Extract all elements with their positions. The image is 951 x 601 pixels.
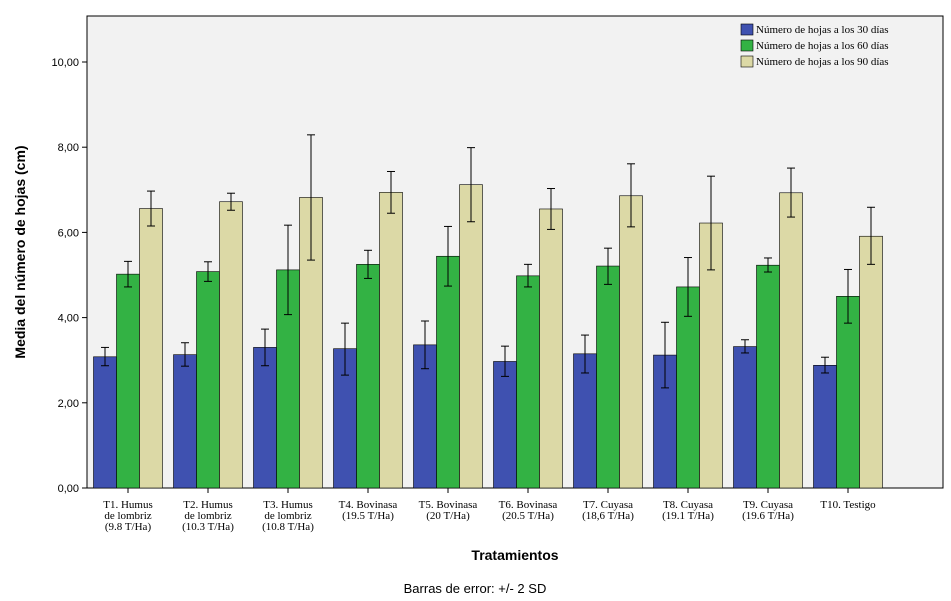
legend-label: Número de hojas a los 90 días xyxy=(756,56,889,68)
x-tick-label: T10. Testigo xyxy=(820,499,876,511)
bar xyxy=(539,208,563,489)
x-axis-title: Tratamientos xyxy=(471,547,558,563)
bar xyxy=(196,271,220,489)
x-tick-label: T4. Bovinasa xyxy=(339,499,398,511)
x-tick-label: de lombriz xyxy=(184,510,231,522)
x-tick-label: de lombriz xyxy=(264,510,311,522)
x-tick-label: (10.8 T/Ha) xyxy=(262,521,314,533)
legend-label: Número de hojas a los 60 días xyxy=(756,40,889,52)
legend-swatch xyxy=(740,23,754,36)
x-tick-label: (19.5 T/Ha) xyxy=(342,510,394,522)
bar xyxy=(93,356,117,489)
bar xyxy=(459,184,483,489)
x-tick-label: T7. Cuyasa xyxy=(583,499,633,511)
bar xyxy=(676,286,700,489)
legend-swatch xyxy=(740,55,754,68)
x-tick-label: (20.5 T/Ha) xyxy=(502,510,554,522)
bar xyxy=(573,353,597,489)
x-tick-label: (18,6 T/Ha) xyxy=(582,510,634,522)
y-tick-label: 0,00 xyxy=(58,483,79,495)
bar xyxy=(139,208,163,489)
bar xyxy=(436,255,460,489)
bar xyxy=(379,192,403,489)
bar xyxy=(116,273,140,489)
x-tick-label: T8. Cuyasa xyxy=(663,499,713,511)
y-tick-label: 6,00 xyxy=(58,227,79,239)
bar xyxy=(173,354,197,489)
bar xyxy=(356,264,380,489)
x-tick-label: T5. Bovinasa xyxy=(419,499,478,511)
bar xyxy=(733,346,757,489)
error-bar-note: Barras de error: +/- 2 SD xyxy=(404,581,547,596)
y-tick-label: 8,00 xyxy=(58,142,79,154)
x-tick-label: T2. Humus xyxy=(183,499,233,511)
bar xyxy=(779,192,803,489)
bar xyxy=(219,201,243,489)
bar xyxy=(756,264,780,489)
x-tick-label: (19.1 T/Ha) xyxy=(662,510,714,522)
bar xyxy=(859,235,883,489)
legend: Número de hojas a los 30 días Número de h… xyxy=(740,23,889,68)
bars-layer xyxy=(93,184,883,489)
x-tick-label: de lombriz xyxy=(104,510,151,522)
x-tick-label: (10.3 T/Ha) xyxy=(182,521,234,533)
x-tick-label: T9. Cuyasa xyxy=(743,499,793,511)
bar xyxy=(813,365,837,489)
y-axis: 0,00 2,00 4,00 6,00 8,00 10,00 xyxy=(51,57,87,495)
x-tick-label: T1. Humus xyxy=(103,499,153,511)
y-tick-label: 2,00 xyxy=(58,398,79,410)
y-axis-title: Media del número de hojas (cm) xyxy=(12,145,28,358)
bar xyxy=(836,295,860,489)
bar xyxy=(516,275,540,489)
y-tick-label: 10,00 xyxy=(51,57,79,69)
x-tick-label: (20 T/Ha) xyxy=(426,510,470,522)
bar xyxy=(493,361,517,489)
x-tick-label: (19.6 T/Ha) xyxy=(742,510,794,522)
y-tick-label: 4,00 xyxy=(58,313,79,325)
x-tick-label: T6. Bovinasa xyxy=(499,499,558,511)
bar xyxy=(619,195,643,489)
x-tick-label: (9.8 T/Ha) xyxy=(105,521,152,533)
x-tick-label: T3. Humus xyxy=(263,499,313,511)
error-bars-layer xyxy=(101,134,875,389)
legend-label: Número de hojas a los 30 días xyxy=(756,24,889,36)
legend-swatch xyxy=(740,39,754,52)
bar xyxy=(596,265,620,489)
bar xyxy=(253,347,277,489)
